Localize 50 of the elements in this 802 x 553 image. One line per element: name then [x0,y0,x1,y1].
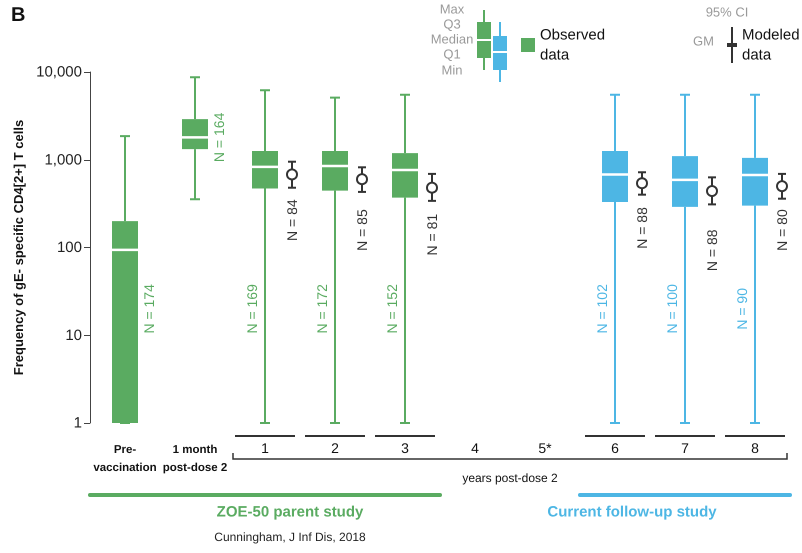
x-tick-label: 5* [538,440,552,456]
point [426,182,438,194]
point [286,168,298,180]
annotation: Min [442,62,462,78]
x-tick-label: 2 [331,440,340,456]
text: Max [440,2,465,16]
annotation: N = 80 [774,209,790,251]
text: 95% CI [706,4,748,20]
text: N = 164 [211,112,227,162]
legend-label: Observed data [540,26,606,64]
point [776,180,788,192]
chart-title: B [11,4,26,26]
x-tick-label: Pre-vaccination [93,444,157,474]
annotation: N = 84 [284,199,300,241]
text: GM [693,34,714,48]
x-tick-label: 1 [261,440,270,456]
y-tick-label: 10,000 [36,64,82,80]
x-tick-label: 8 [751,440,760,456]
annotation: N = 81 [424,214,440,256]
y-tick-label: 1,000 [44,151,82,168]
annotation: N = 85 [354,209,370,251]
y-tick-label: 10 [65,326,82,344]
text: N = 90 [734,288,750,330]
x-tick-label: 3 [401,440,410,456]
legend-label: Modeled data [742,26,800,64]
x-tick-label: 7 [681,440,690,456]
point [706,185,718,198]
text: Cunningham, J Inf Dis, 2018 [214,530,366,544]
y-tick-label: 1 [74,414,82,432]
point [356,173,368,186]
text: Median [430,32,474,46]
text: N = 172 [314,284,330,334]
x-tick-label: 6 [611,440,620,456]
text: Current follow-up study [547,504,718,520]
text: N = 102 [594,284,610,334]
x-tick-label: 4 [471,440,480,456]
x-tick-label: 1 month post-dose 2 [162,444,228,474]
text: N = 152 [384,284,400,334]
y-axis-title: Frequency of gE- specific CD4[2+] T cells [11,120,26,376]
text: Q1 [443,46,461,62]
text: ZOE-50 parent study [216,504,364,520]
y-tick-label: 100 [56,239,82,256]
text: Q3 [443,16,461,32]
annotation: N = 88 [704,229,720,272]
text: N = 169 [244,284,260,334]
text: N = 100 [664,284,680,334]
annotation: N = 88 [634,206,650,249]
text: N = 174 [141,284,157,334]
point [636,177,648,190]
x-axis-title: years post-dose 2 [462,471,558,485]
